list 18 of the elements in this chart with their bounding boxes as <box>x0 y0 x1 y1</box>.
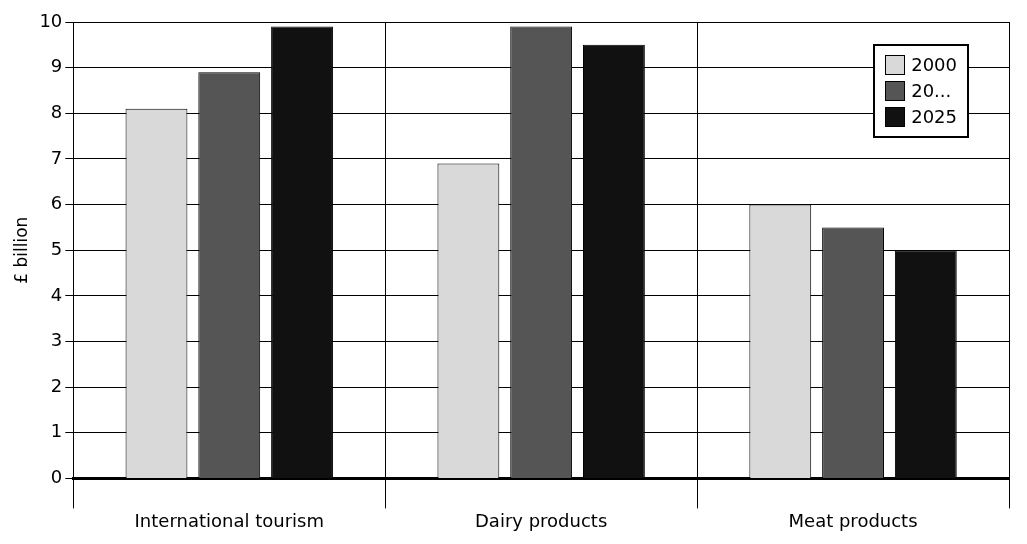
y-tick-label: 2 <box>50 374 63 396</box>
x-tick-label: Meat products <box>788 509 918 531</box>
y-tick-label: 9 <box>50 55 63 77</box>
y-tick-label: 3 <box>50 329 63 351</box>
x-tick-label: Dairy products <box>475 509 608 531</box>
y-tick-label: 4 <box>50 283 63 305</box>
y-tick-label: 7 <box>50 146 63 168</box>
y-tick-label: 5 <box>50 237 63 259</box>
y-tick-label: 8 <box>50 100 63 122</box>
y-axis-title: £ billion <box>10 216 31 284</box>
y-tick-label: 0 <box>50 466 63 488</box>
legend-label: 2000 <box>911 53 957 77</box>
y-tick-label: 6 <box>50 192 63 214</box>
y-tick-label: 1 <box>50 420 63 442</box>
legend-label: 20... <box>911 79 952 103</box>
legend-label: 2025 <box>911 105 957 129</box>
x-tick-label: International tourism <box>134 509 324 531</box>
y-tick-label: 10 <box>39 9 63 31</box>
